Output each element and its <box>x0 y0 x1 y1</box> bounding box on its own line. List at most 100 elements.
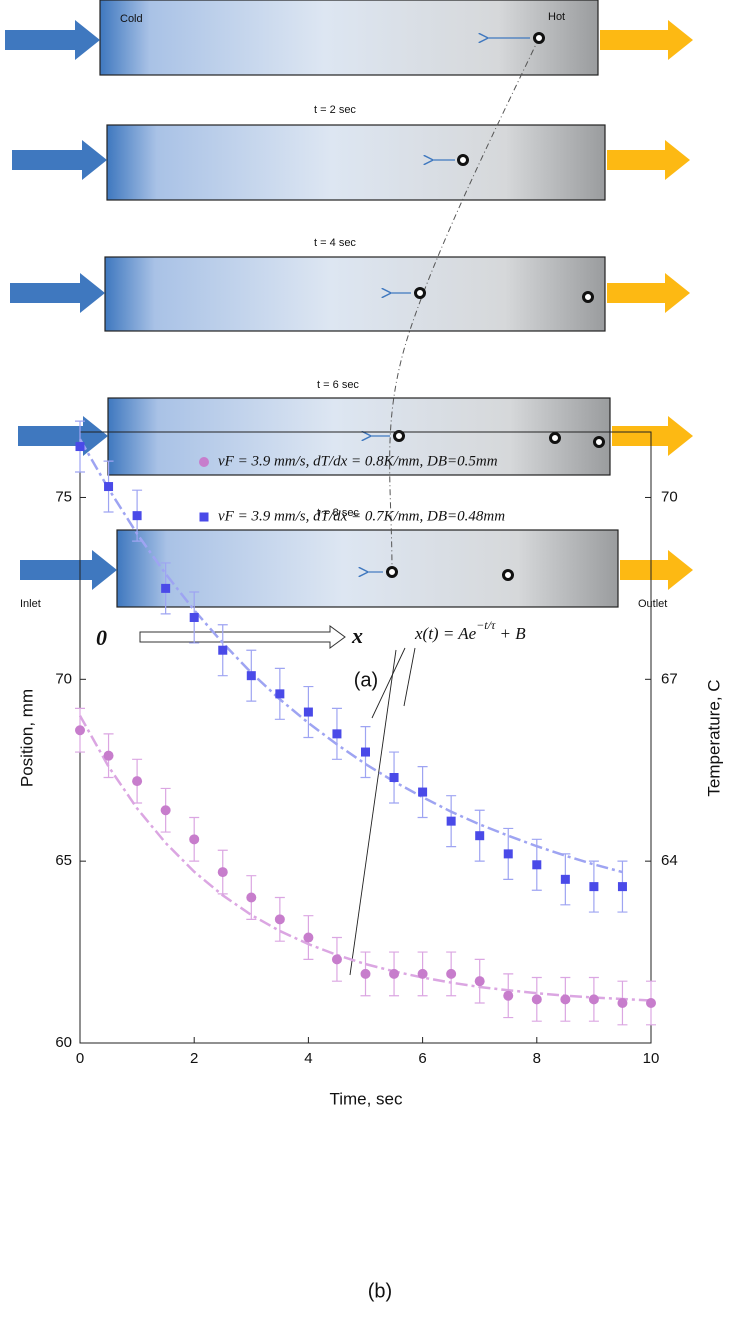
data-point <box>132 511 142 521</box>
data-point <box>132 776 143 787</box>
data-point <box>246 892 257 903</box>
x-label: x <box>351 623 363 648</box>
x-tick-label: 0 <box>76 1050 84 1067</box>
data-point <box>475 831 485 841</box>
inlet-arrow <box>18 416 108 456</box>
y-tick-label: 70 <box>55 670 72 687</box>
data-point <box>560 874 570 884</box>
bubble <box>582 291 594 303</box>
panel-label: (b) <box>368 1280 392 1302</box>
data-point <box>218 645 228 655</box>
bubble <box>393 430 405 442</box>
data-point <box>331 954 342 965</box>
data-point <box>274 914 285 925</box>
data-point <box>104 482 114 492</box>
x-tick-label: 8 <box>533 1050 541 1067</box>
inlet-arrow <box>12 140 107 180</box>
data-point <box>446 816 456 826</box>
panel-label: (a) <box>354 669 378 691</box>
inlet-label: Inlet <box>20 598 41 610</box>
y2-tick-label: 64 <box>661 852 678 869</box>
channel <box>104 256 606 332</box>
legend-label: vF = 3.9 mm/s, dT/dx = 0.8K/mm, DB=0.5mm <box>218 453 498 469</box>
y-axis-label: Position, mm <box>17 689 36 787</box>
data-point <box>588 994 599 1005</box>
x-tick-label: 2 <box>190 1050 198 1067</box>
x-tick-label: 4 <box>304 1050 312 1067</box>
bubble <box>549 432 561 444</box>
data-point <box>360 968 371 979</box>
data-point <box>418 787 428 797</box>
panel-a <box>5 0 693 649</box>
x-tick-label: 10 <box>643 1050 660 1067</box>
annotation-leader <box>403 647 416 707</box>
data-point <box>303 707 313 717</box>
data-point <box>617 997 628 1008</box>
y-tick-label: 60 <box>55 1034 72 1051</box>
legend-marker <box>199 457 209 467</box>
hot-label: Hot <box>548 11 565 23</box>
bubble <box>502 569 514 581</box>
origin-label: 0 <box>96 625 107 650</box>
y2-tick-label: 67 <box>661 670 678 687</box>
outlet-arrow <box>600 20 693 60</box>
outlet-arrow <box>612 416 693 456</box>
data-point <box>246 671 256 681</box>
data-point <box>417 968 428 979</box>
frame-label: t = 8 sec <box>317 507 359 519</box>
data-point <box>560 994 571 1005</box>
data-point <box>531 994 542 1005</box>
equation-exponent: −t/τ <box>476 618 496 632</box>
y-tick-label: 65 <box>55 852 72 869</box>
annotation-leader <box>371 647 406 719</box>
data-point <box>532 860 542 870</box>
data-point <box>503 849 513 859</box>
equation-base: x(t) = Ae <box>414 624 477 643</box>
outlet-arrow <box>607 140 690 180</box>
data-point <box>332 729 342 739</box>
fit-equation: x(t) = Ae−t/τ + B <box>414 618 526 643</box>
y2-tick-label: 70 <box>661 488 678 505</box>
outlet-label: Outlet <box>638 598 667 610</box>
x-direction-arrow <box>139 625 346 649</box>
legend-marker <box>199 512 209 522</box>
legend-label: vF = 3.9 mm/s, dT/dx = 0.7K/mm, DB=0.48m… <box>218 508 505 524</box>
annotation-leader <box>349 649 397 976</box>
inlet-arrow <box>5 20 100 60</box>
data-point <box>303 932 314 943</box>
data-point <box>589 882 599 892</box>
outlet-arrow <box>607 273 690 313</box>
x-axis-label: Time, sec <box>329 1089 403 1108</box>
bubble <box>414 287 426 299</box>
data-point <box>75 725 85 736</box>
data-point <box>75 442 85 452</box>
data-point <box>161 583 171 593</box>
data-point <box>646 997 656 1008</box>
y-tick-label: 75 <box>55 488 72 505</box>
data-point <box>217 867 228 878</box>
bubble <box>457 154 469 166</box>
equation-tail: + B <box>495 624 526 643</box>
inlet-arrow <box>20 550 117 590</box>
outlet-arrow <box>620 550 693 590</box>
data-point <box>474 976 485 987</box>
data-point <box>446 968 457 979</box>
data-point <box>389 968 400 979</box>
fit-curve <box>78 438 623 874</box>
channel <box>116 529 619 608</box>
channel <box>107 397 611 476</box>
data-point <box>189 834 200 845</box>
frame-label: t = 4 sec <box>314 237 356 249</box>
data-point <box>160 805 171 816</box>
data-point <box>189 612 199 622</box>
cold-label: Cold <box>120 13 143 25</box>
bubble <box>533 32 545 44</box>
channel <box>106 124 606 201</box>
y2-axis-label: Temperature, C <box>704 679 723 796</box>
bubble <box>386 566 398 578</box>
data-point <box>503 990 514 1001</box>
data-point <box>389 773 399 783</box>
inlet-arrow <box>10 273 105 313</box>
